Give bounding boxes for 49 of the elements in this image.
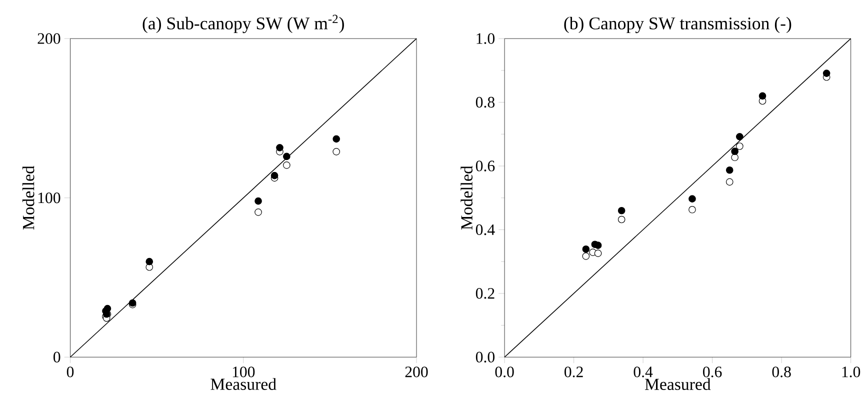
y-tick-label: 0.4 [476, 224, 495, 236]
y-tick-label: 0.8 [476, 97, 495, 108]
x-tick-label: 100 [232, 366, 255, 378]
x-tick-label: 0 [66, 366, 74, 378]
x-tick-label: 0.4 [634, 366, 653, 378]
point [731, 148, 738, 156]
point [618, 216, 626, 224]
point [146, 258, 154, 266]
point [688, 195, 696, 203]
point [582, 252, 590, 260]
y-tick-label: 0.0 [476, 352, 495, 363]
x-tick-label: 200 [405, 366, 428, 378]
point [822, 70, 830, 78]
y-axis-title: Modelled [22, 166, 34, 230]
y-tick-label: 100 [38, 192, 60, 204]
x-axis-title: Measured [210, 378, 276, 390]
point [731, 154, 738, 162]
x-tick-label: 0.6 [703, 366, 722, 378]
x-tick-label: 1.0 [842, 366, 860, 378]
y-tick-label: 200 [38, 33, 60, 44]
point [618, 207, 626, 214]
point [736, 142, 744, 150]
point [283, 162, 290, 170]
chart-title: (b) Canopy SW transmission (-) [564, 17, 792, 34]
point [726, 166, 734, 174]
x-axis-title: Measured [645, 378, 711, 390]
point [688, 206, 696, 214]
point [254, 208, 262, 216]
y-tick-label: 1.0 [476, 33, 495, 44]
chart-title: (a) Sub-canopy SW (W m$^{-2}$) [142, 14, 344, 34]
point [726, 178, 734, 186]
point [254, 198, 262, 205]
point [270, 172, 278, 180]
point [736, 133, 744, 141]
point [332, 135, 340, 143]
point [332, 148, 340, 156]
x-tick-label: 0.0 [495, 366, 514, 378]
point [594, 242, 602, 250]
point [758, 92, 766, 100]
x-tick-label: 0.2 [564, 366, 583, 378]
y-tick-label: 0 [54, 352, 60, 363]
y-tick-label: 0.6 [476, 160, 495, 172]
x-tick-label: 0.8 [772, 366, 791, 378]
point [594, 250, 602, 258]
y-axis-title: Modelled [460, 166, 473, 230]
point [283, 152, 290, 160]
point [276, 144, 284, 152]
y-tick-label: 0.2 [476, 288, 494, 299]
point [582, 246, 590, 253]
